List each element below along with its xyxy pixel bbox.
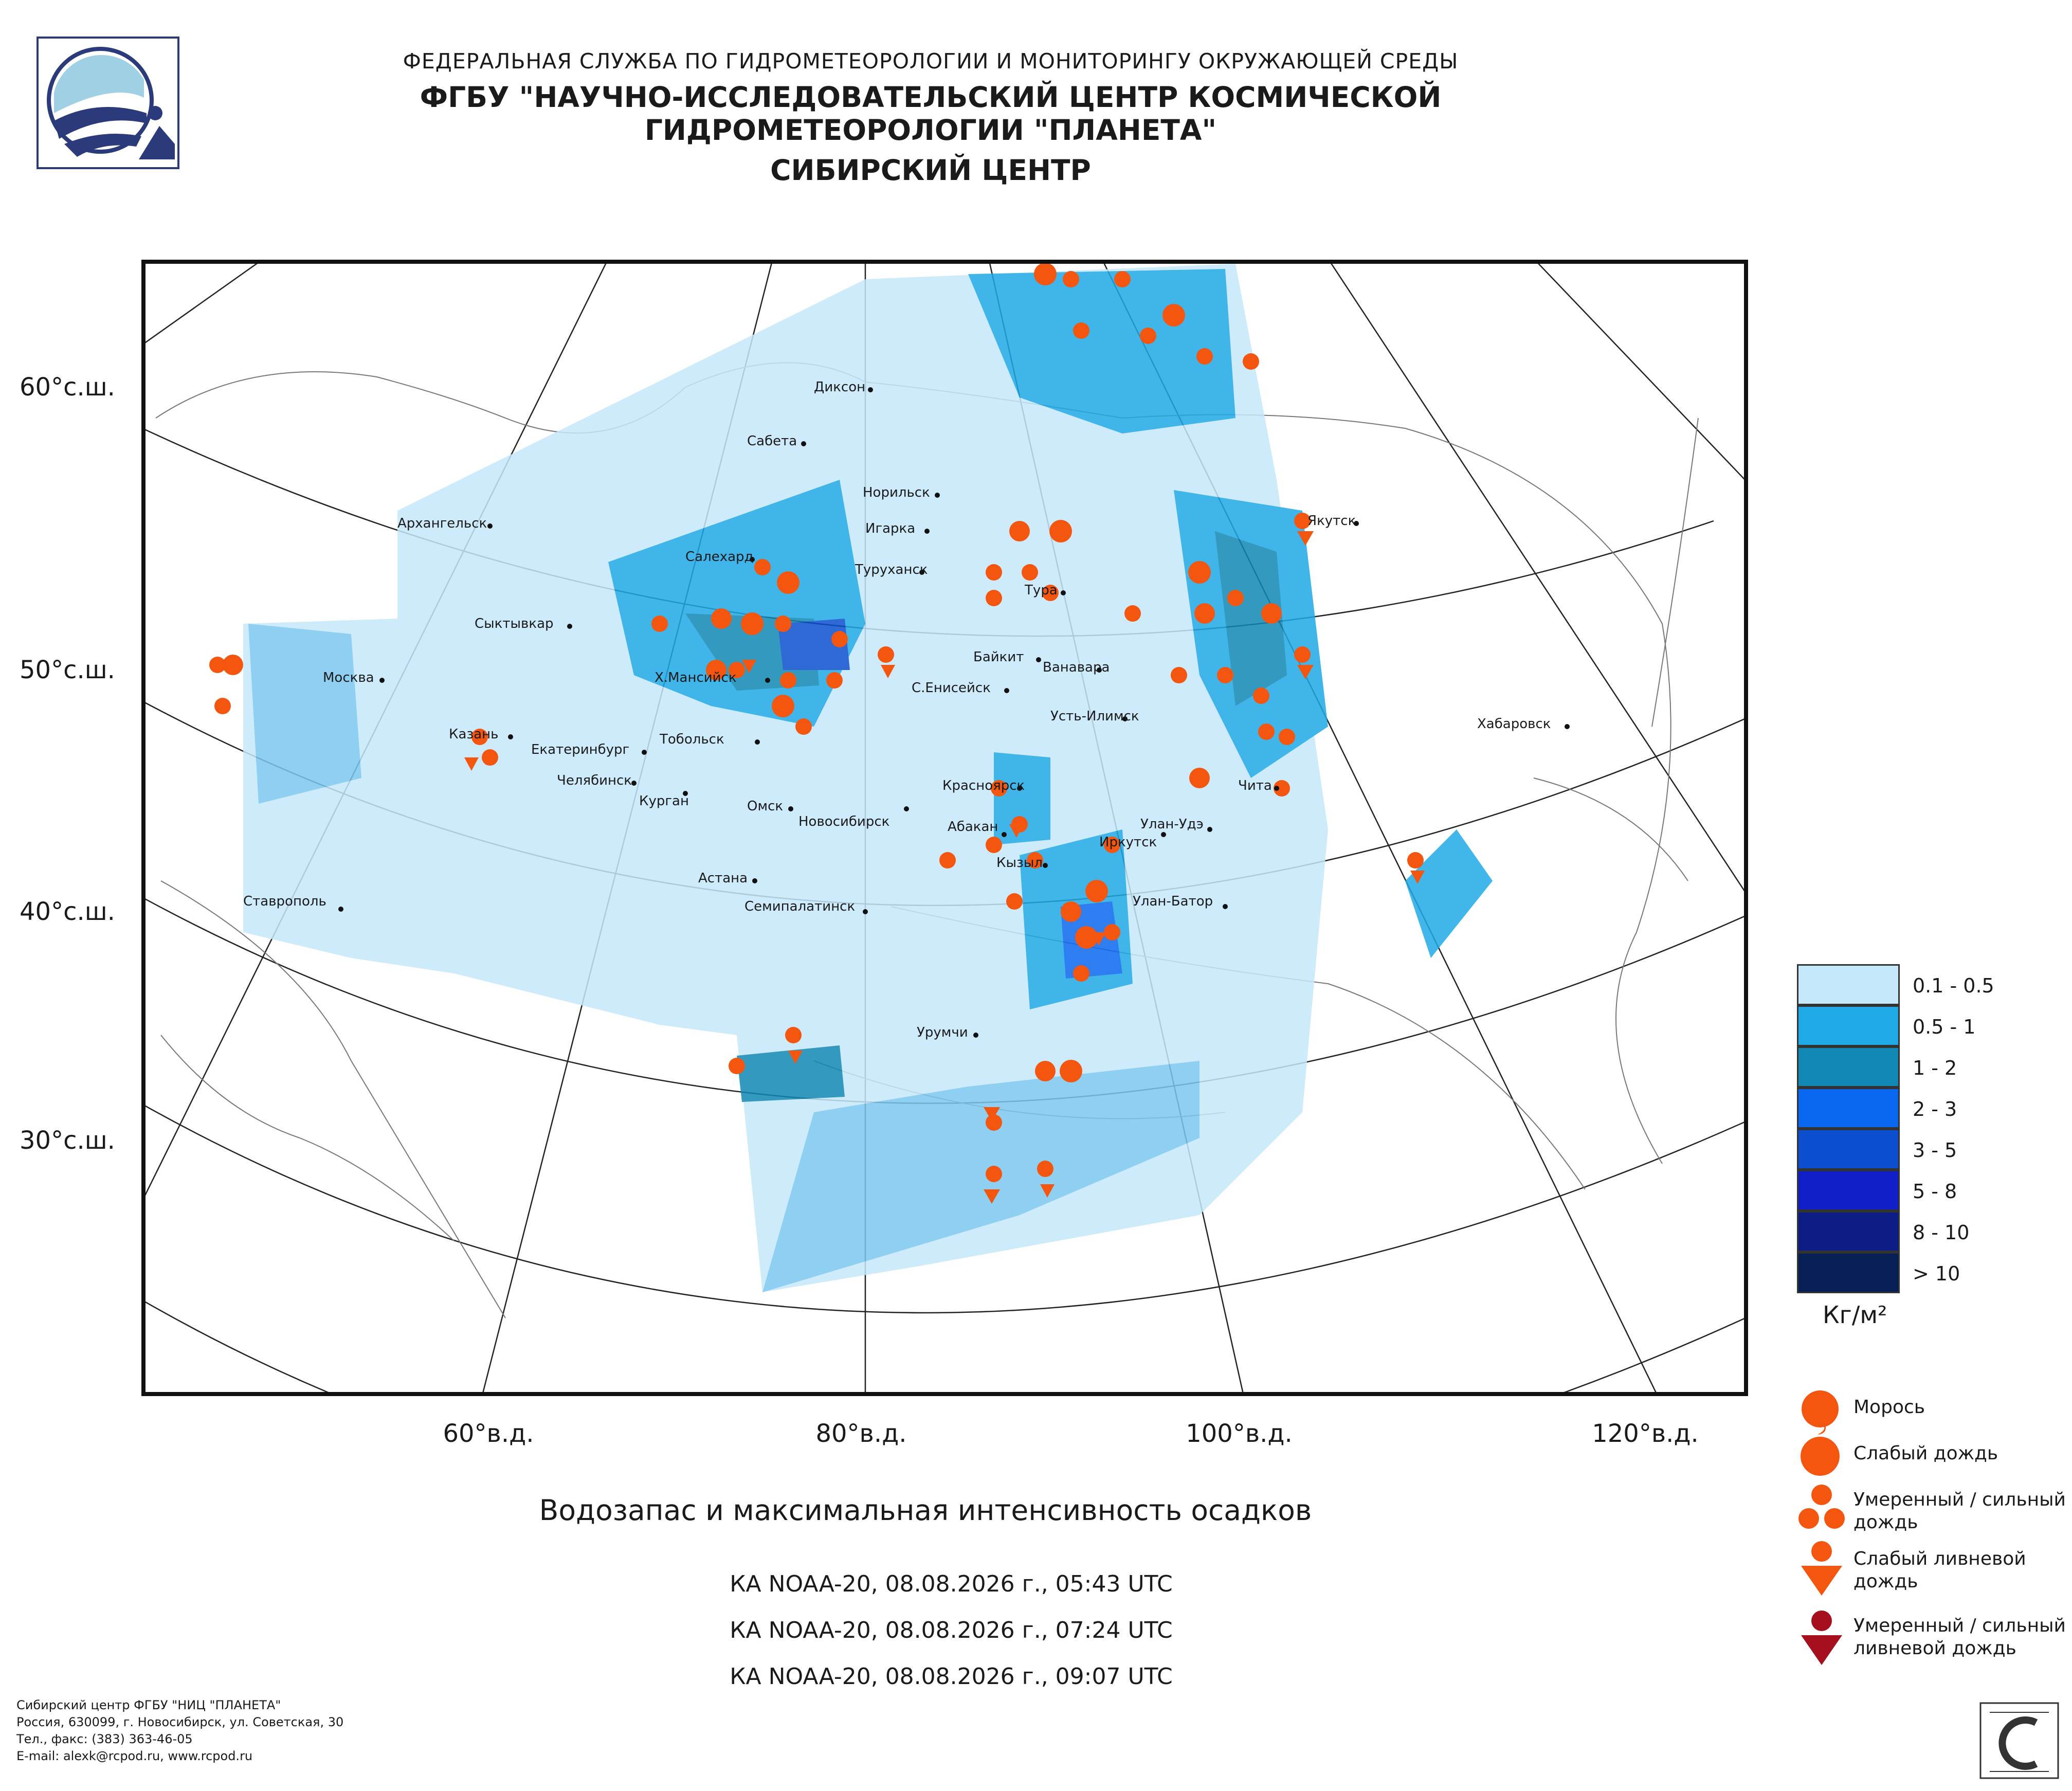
city-label: Улан-Удэ [1140,817,1204,832]
city-label: Казань [449,727,499,742]
satellite-pass: КА NOAA-20, 08.08.2026 г., 05:43 UTC [730,1571,1173,1597]
legend-label: 3 - 5 [1913,1139,1957,1162]
footer-line: Сибирский центр ФГБУ "НИЦ "ПЛАНЕТА" [16,1698,281,1712]
lon-label-80: 80°в.д. [815,1419,907,1448]
iso-certification-stamp [1979,1702,2059,1779]
light-shower-icon [1797,1540,1848,1602]
legend-swatch [1797,1211,1900,1252]
heavy-shower-icon [1797,1609,1848,1671]
city-label: Сабета [747,433,797,449]
legend-swatch [1797,1046,1900,1088]
city-label: Ставрополь [243,894,326,909]
city-label: Чита [1238,778,1272,793]
legend-label: 0.5 - 1 [1913,1016,1976,1038]
drizzle-label: Морось [1853,1397,1925,1418]
city-label: Игарка [865,521,916,536]
light-rain-label: Слабый дождь [1853,1443,1998,1464]
city-label: Улан-Батор [1133,894,1213,909]
city-label: Сыктывкар [475,616,554,631]
city-label: С.Енисейск [912,680,991,696]
city-label: Курган [639,793,689,809]
lat-label-30: 30°с.ш. [20,1126,115,1155]
city-label: Туруханск [855,562,928,577]
map-title: Водозапас и максимальная интенсивность о… [539,1494,1312,1527]
legend-unit: Кг/м² [1823,1301,1887,1329]
city-label: Омск [747,799,784,814]
header-agency: ФЕДЕРАЛЬНАЯ СЛУЖБА ПО ГИДРОМЕТЕОРОЛОГИИ … [403,49,1459,74]
moderate-rain-icon [1796,1484,1847,1540]
city-label: Архангельск [397,516,487,531]
legend-swatch [1797,1252,1900,1293]
city-label: Тура [1025,583,1058,598]
lat-label-40: 40°с.ш. [20,897,115,926]
light-rain-icon [1798,1435,1845,1481]
heavy-shower-label: Умеренный / сильный ливневой дождь [1853,1615,2066,1659]
city-label: Норильск [863,485,930,500]
lat-label-50: 50°с.ш. [20,656,115,684]
legend-label: 5 - 8 [1913,1180,1957,1203]
planeta-logo [36,36,180,170]
city-label: Байкит [973,649,1024,665]
legend-label: 8 - 10 [1913,1221,1970,1244]
legend-swatch [1797,1170,1900,1211]
city-label: Новосибирск [798,814,890,829]
header-center: ФГБУ "НАУЧНО-ИССЛЕДОВАТЕЛЬСКИЙ ЦЕНТР КОС… [420,81,1442,147]
city-label: Астана [698,871,748,886]
city-label: Салехард [685,549,754,565]
legend-swatch [1797,964,1900,1005]
header-division: СИБИРСКИЙ ЦЕНТР [770,154,1091,187]
city-label: Иркутск [1099,835,1157,850]
footer-line: E-mail: alexk@rcpod.ru, www.rcpod.ru [16,1749,253,1763]
satellite-pass: КА NOAA-20, 08.08.2026 г., 09:07 UTC [730,1663,1173,1690]
city-label: Кызыл [996,855,1043,871]
precipitation-map[interactable]: Диксон Сабета Норильск Игарка Туруханск … [141,260,1748,1396]
city-label: Красноярск [942,778,1025,793]
legend-swatch [1797,1088,1900,1129]
city-label: Якутск [1307,513,1356,529]
legend-label: 1 - 2 [1913,1057,1957,1079]
city-label: Семипалатинск [744,899,856,914]
legend-swatch [1797,1129,1900,1170]
legend-label: 0.1 - 0.5 [1913,974,1994,997]
city-label: Екатеринбург [531,742,630,757]
footer-contacts: Сибирский центр ФГБУ "НИЦ "ПЛАНЕТА" Росс… [16,1697,343,1765]
city-label: Х.Мансийск [655,670,737,685]
city-label: Челябинск [557,773,632,788]
satellite-pass: КА NOAA-20, 08.08.2026 г., 07:24 UTC [730,1617,1173,1643]
city-label: Усть-Илимск [1050,709,1139,724]
footer-line: Тел., факс: (383) 363-46-05 [16,1732,193,1746]
lon-label-100: 100°в.д. [1186,1419,1293,1448]
legend-swatch [1797,1005,1900,1046]
legend-label: > 10 [1913,1262,1960,1285]
footer-line: Россия, 630099, г. Новосибирск, ул. Сове… [16,1715,344,1729]
city-label: Ванавара [1043,660,1110,675]
city-label: Диксон [814,379,866,395]
city-label: Абакан [948,819,998,835]
light-shower-label: Слабый ливневой дождь [1853,1548,2026,1592]
city-label: Хабаровск [1477,716,1551,732]
drizzle-icon [1797,1388,1843,1435]
city-label: Урумчи [917,1025,968,1040]
moderate-rain-label: Умеренный / сильный дождь [1853,1489,2066,1533]
city-label: Москва [323,670,374,685]
lat-label-60: 60°с.ш. [20,373,115,402]
lon-label-120: 120°в.д. [1592,1419,1699,1448]
city-label: Тобольск [660,732,724,747]
header: ФЕДЕРАЛЬНАЯ СЛУЖБА ПО ГИДРОМЕТЕОРОЛОГИИ … [288,49,1573,187]
legend-label: 2 - 3 [1913,1098,1957,1120]
lon-label-60: 60°в.д. [443,1419,534,1448]
